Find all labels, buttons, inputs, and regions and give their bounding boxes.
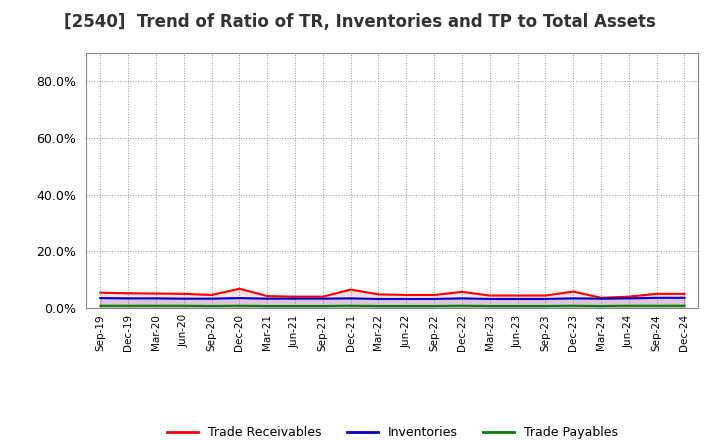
Text: [2540]  Trend of Ratio of TR, Inventories and TP to Total Assets: [2540] Trend of Ratio of TR, Inventories… xyxy=(64,13,656,31)
Legend: Trade Receivables, Inventories, Trade Payables: Trade Receivables, Inventories, Trade Pa… xyxy=(162,422,623,440)
